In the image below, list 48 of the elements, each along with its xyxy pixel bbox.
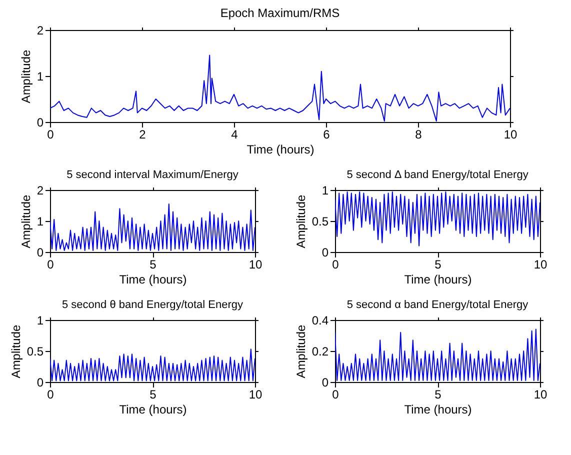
y-tick-label: 0 xyxy=(322,376,329,390)
x-axis-title: Time (hours) xyxy=(404,402,472,416)
y-tick-label: 0 xyxy=(322,246,329,260)
x-tick-label: 10 xyxy=(248,388,262,402)
x-tick-label: 2 xyxy=(139,128,146,142)
x-tick-label: 10 xyxy=(534,388,548,402)
x-tick-label: 10 xyxy=(534,258,548,272)
x-tick-label: 5 xyxy=(150,258,157,272)
x-tick-label: 0 xyxy=(47,128,54,142)
y-tick-label: 0.5 xyxy=(312,214,329,228)
x-axis-title: Time (hours) xyxy=(119,272,187,286)
y-tick-label: 0.2 xyxy=(312,344,329,358)
x-tick-label: 8 xyxy=(415,128,422,142)
x-axis-title: Time (hours) xyxy=(119,402,187,416)
y-axis-title: Amplitude xyxy=(294,324,308,378)
x-tick-label: 5 xyxy=(434,388,442,402)
y-tick-label: 1 xyxy=(36,70,44,84)
x-tick-label: 5 xyxy=(150,388,157,402)
chart-title: 5 second α band Energy/total Energy xyxy=(346,299,529,311)
x-tick-label: 4 xyxy=(231,128,238,142)
y-axis-title: Amplitude xyxy=(8,324,23,378)
x-tick-label: 10 xyxy=(504,128,518,142)
y-tick-label: 0 xyxy=(36,116,44,130)
y-tick-label: 2 xyxy=(36,24,44,38)
y-tick-label: 1 xyxy=(322,184,329,198)
y-axis-title: Amplitude xyxy=(18,50,33,104)
x-tick-label: 0 xyxy=(47,258,54,272)
x-tick-label: 6 xyxy=(323,128,330,142)
x-tick-label: 5 xyxy=(434,258,442,272)
x-tick-label: 0 xyxy=(47,388,54,402)
y-tick-label: 0.5 xyxy=(26,344,44,358)
chart-title: 5 second Δ band Energy/total Energy xyxy=(346,169,529,181)
y-axis-title: Amplitude xyxy=(294,194,308,248)
x-axis-title: Time (hours) xyxy=(246,142,314,156)
x-axis-title: Time (hours) xyxy=(404,272,472,286)
y-tick-label: 0.4 xyxy=(312,314,329,328)
y-axis-title: Amplitude xyxy=(18,194,33,248)
y-tick-label: 0 xyxy=(36,376,44,390)
chart-title: 5 second interval Maximum/Energy xyxy=(66,169,239,181)
x-tick-label: 10 xyxy=(248,258,262,272)
y-tick-label: 1 xyxy=(36,214,44,228)
x-tick-label: 0 xyxy=(332,258,340,272)
y-tick-label: 2 xyxy=(36,184,44,198)
x-tick-label: 0 xyxy=(332,388,340,402)
chart-title: Epoch Maximum/RMS xyxy=(220,6,340,20)
chart-title: 5 second θ band Energy/total Energy xyxy=(62,299,244,311)
y-tick-label: 0 xyxy=(36,246,44,260)
y-tick-label: 1 xyxy=(36,314,44,328)
